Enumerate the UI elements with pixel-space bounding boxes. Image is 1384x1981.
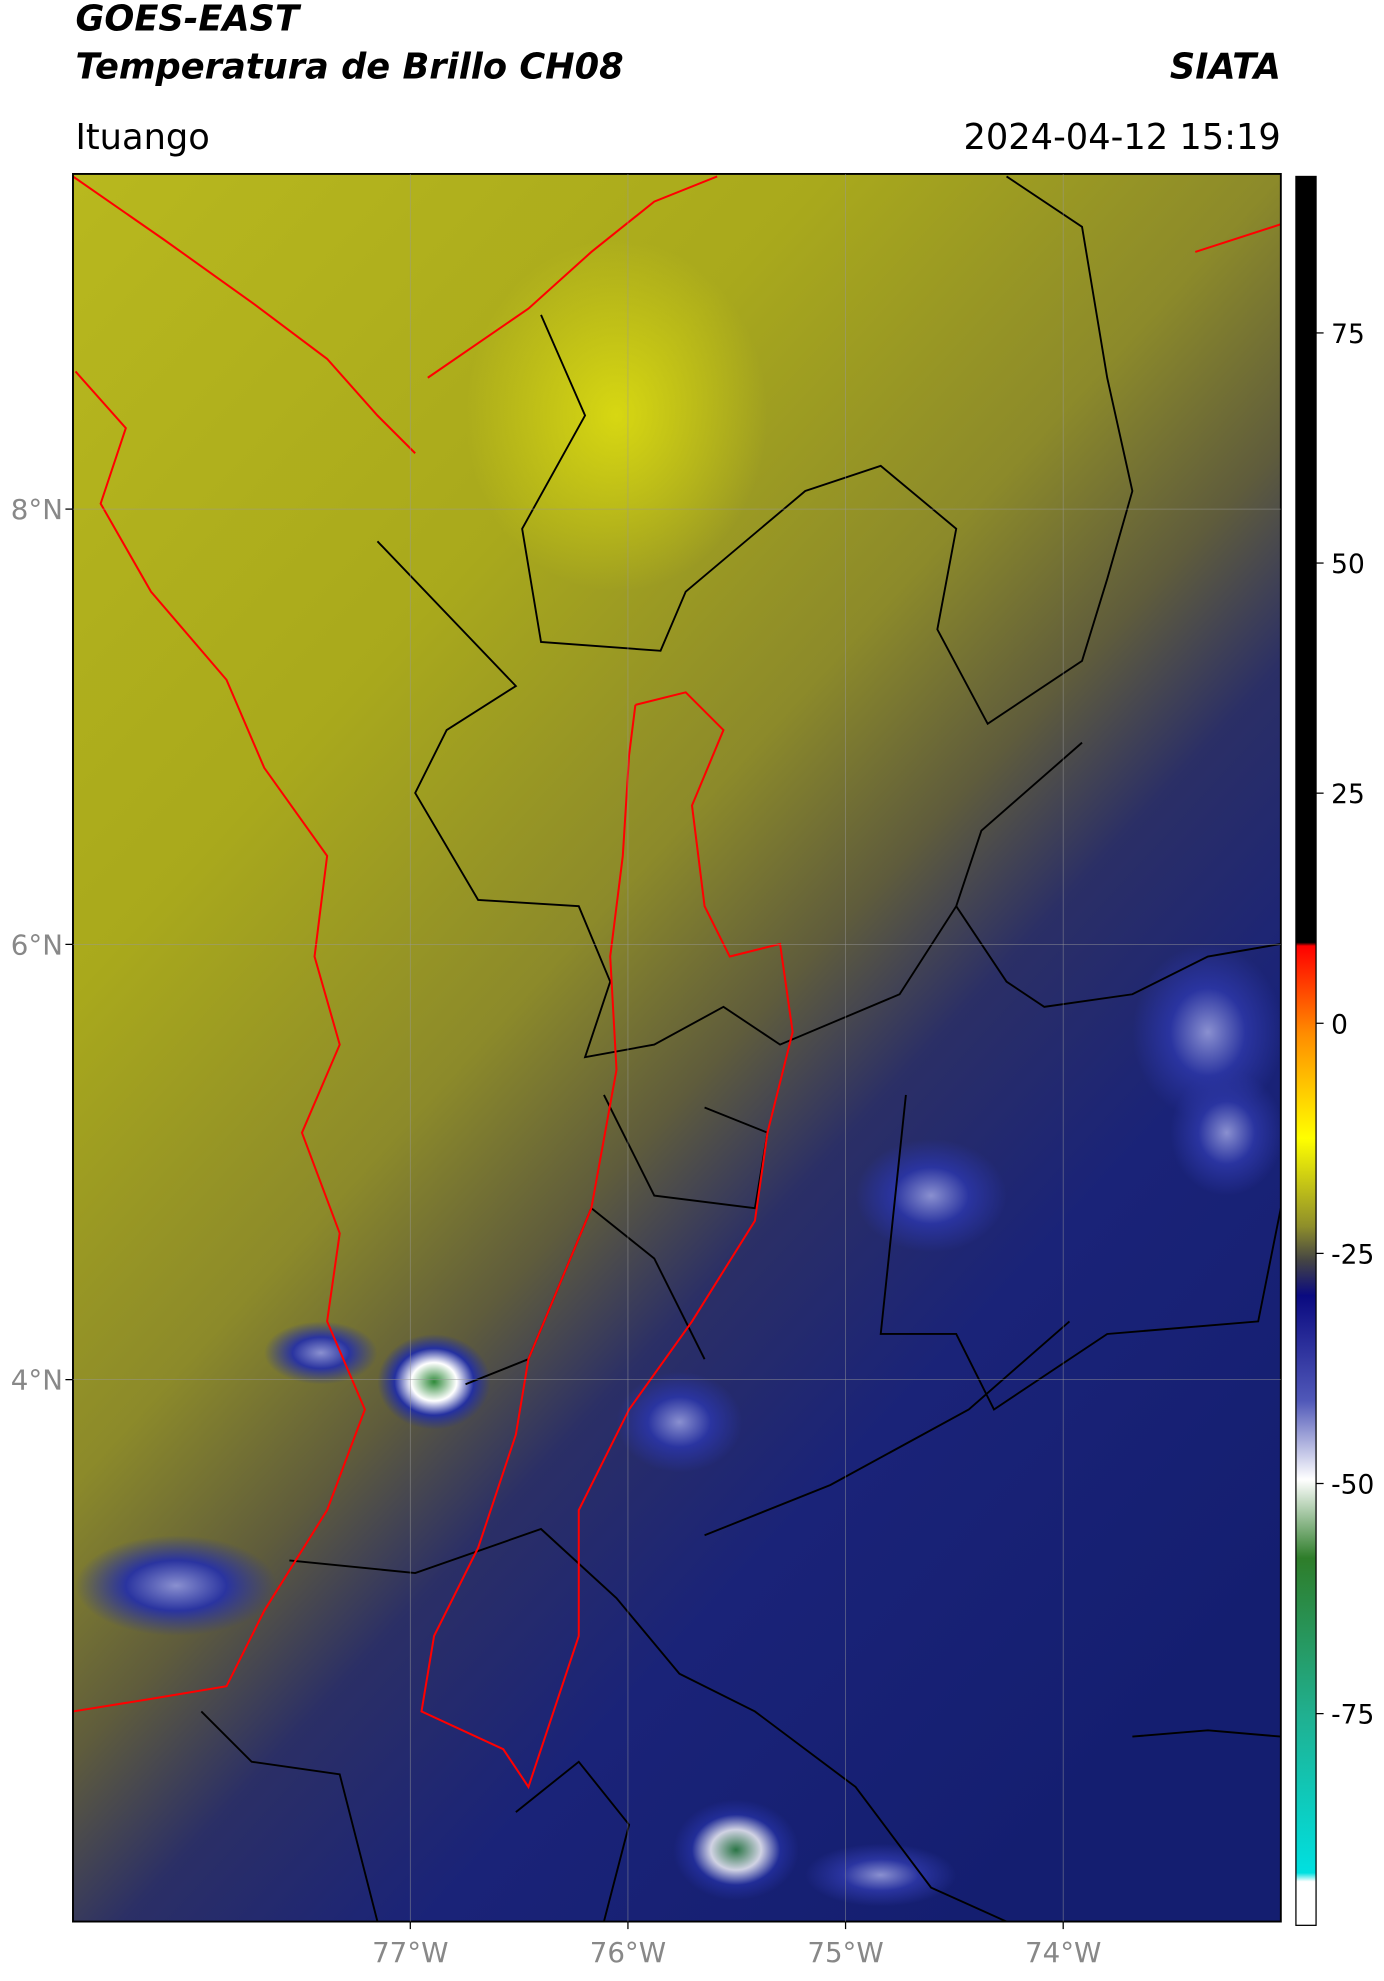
organization: SIATA [1170, 46, 1281, 87]
x-tick-label: 75°W [807, 1936, 883, 1969]
subtitle: Temperatura de Brillo CH08 [75, 46, 623, 87]
x-tick-label: 77°W [372, 1936, 448, 1969]
colorbar [1295, 175, 1317, 1926]
location: Ituango [75, 117, 209, 158]
colorbar-tick-label: -50 [1331, 1470, 1374, 1501]
y-tick-label: 4°N [11, 1364, 63, 1397]
colorbar-tick-label: -25 [1331, 1239, 1374, 1270]
colorbar-tick-label: 50 [1331, 549, 1365, 580]
map-frame [72, 172, 1282, 1923]
y-tick-label: 6°N [11, 928, 63, 961]
colorbar-tick-label: 25 [1331, 779, 1365, 810]
y-tick-label: 8°N [11, 493, 63, 526]
x-tick-label: 76°W [590, 1936, 666, 1969]
colorbar-tick-label: 75 [1331, 319, 1365, 350]
axes: 77°W 76°W 75°W 74°W 4°N 6°N 8°N -75 -50 -25 0 25 50 7… [11, 173, 1374, 1969]
satellite-image [72, 173, 1281, 1922]
datetime: 2024-04-12 15:19 [963, 117, 1280, 158]
title: GOES-EAST [75, 0, 302, 40]
colorbar-tick-label: -75 [1331, 1700, 1374, 1731]
x-tick-label: 74°W [1025, 1936, 1101, 1969]
colorbar-tick-label: 0 [1331, 1009, 1348, 1040]
